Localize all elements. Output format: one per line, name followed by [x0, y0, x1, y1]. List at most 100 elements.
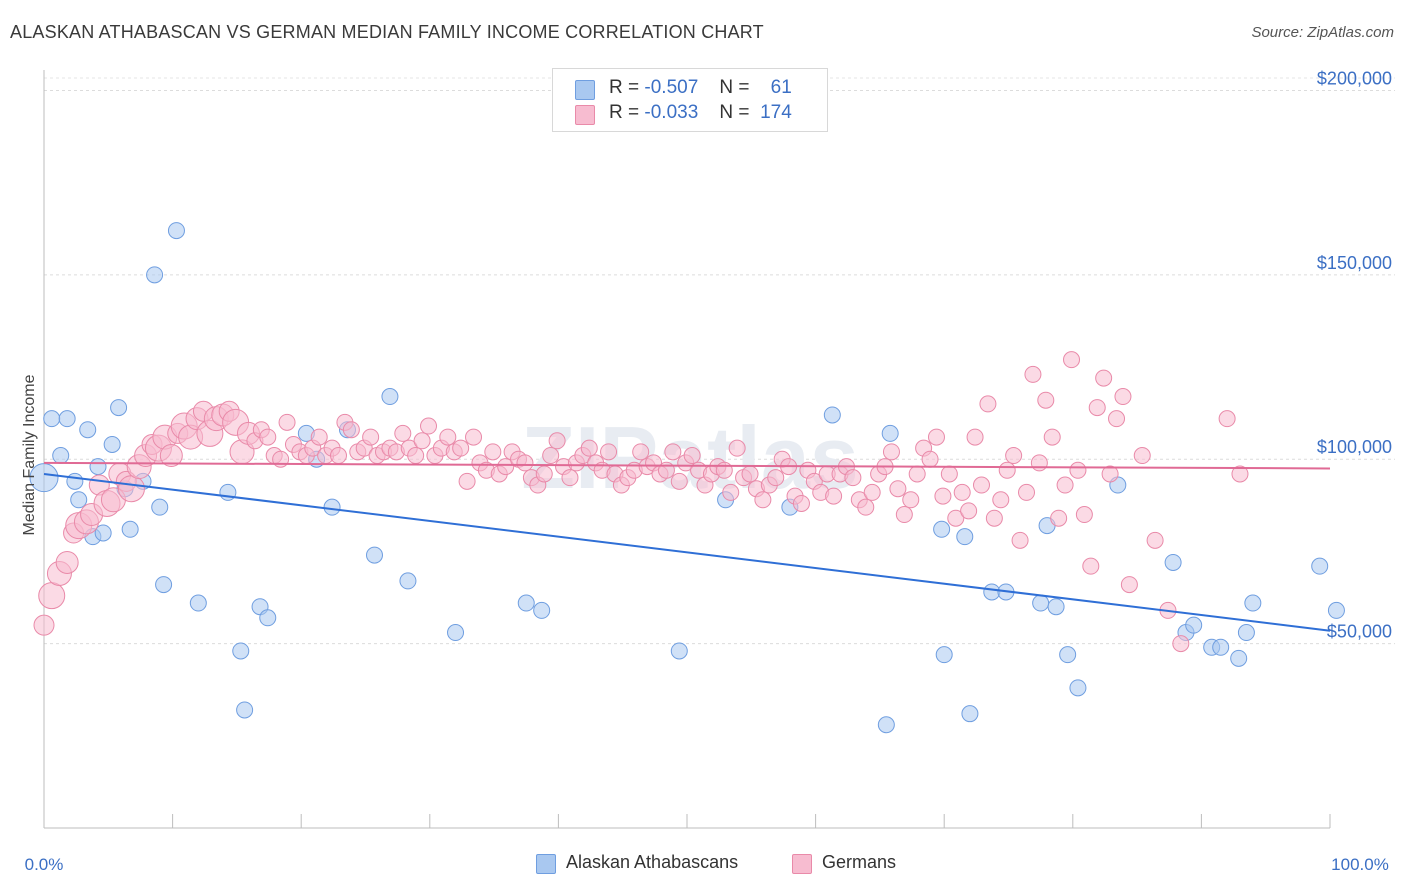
x-tick-label-end: 100.0% [1331, 855, 1389, 874]
data-point [407, 447, 425, 465]
data-point [342, 421, 360, 439]
data-point [754, 491, 772, 509]
data-point [823, 406, 841, 424]
data-point [664, 443, 682, 461]
data-point [1030, 454, 1048, 472]
data-point [535, 465, 553, 483]
data-point [167, 222, 185, 240]
x-tick-labels: 0.0% 100.0% [25, 855, 1389, 874]
data-point [94, 524, 112, 542]
data-point [972, 476, 990, 494]
data-point [399, 572, 417, 590]
data-point [1237, 624, 1255, 642]
data-point [484, 443, 502, 461]
n-value-germans: 174 [760, 102, 792, 123]
data-point [66, 472, 84, 490]
data-point [561, 469, 579, 487]
data-point [632, 443, 650, 461]
r-value-alaskan: -0.507 [644, 77, 699, 98]
data-point [465, 428, 483, 446]
data-point [715, 461, 733, 479]
data-point [1047, 598, 1065, 616]
data-point [741, 465, 759, 483]
data-point [1311, 557, 1329, 575]
data-point [953, 483, 971, 501]
data-point [1172, 635, 1190, 653]
series-layer [29, 222, 1345, 734]
chart-title: ALASKAN ATHABASCAN VS GERMAN MEDIAN FAMI… [10, 22, 764, 42]
data-point [767, 469, 785, 487]
data-point [381, 388, 399, 406]
data-point [1133, 447, 1151, 465]
data-point [863, 483, 881, 501]
data-point [278, 413, 296, 431]
legend-swatch-alaskan [575, 80, 595, 100]
data-point [1108, 410, 1126, 428]
trend-layer [43, 461, 1331, 632]
data-point [882, 443, 900, 461]
data-point [117, 475, 145, 503]
data-point [1218, 410, 1236, 428]
data-point [310, 428, 328, 446]
axes [43, 70, 1331, 829]
data-point [933, 520, 951, 538]
y-tick-label: $150,000 [1317, 253, 1392, 273]
data-point [921, 450, 939, 468]
data-point [1101, 465, 1119, 483]
data-point [927, 428, 945, 446]
data-point [1230, 649, 1248, 667]
data-point [259, 428, 277, 446]
data-point [458, 472, 476, 490]
data-point [992, 491, 1010, 509]
trend-line-germans [43, 461, 1331, 470]
data-point [1327, 601, 1345, 619]
data-point [600, 443, 618, 461]
data-point [1024, 365, 1042, 383]
data-point [1069, 461, 1087, 479]
data-point [151, 498, 169, 516]
bottom-swatch-germans [792, 854, 812, 874]
data-point [935, 646, 953, 664]
n-value-alaskan: 61 [770, 77, 792, 98]
chart-source: Source: ZipAtlas.com [1251, 24, 1394, 41]
data-point [439, 428, 457, 446]
data-point [1032, 594, 1050, 612]
data-point [985, 509, 1003, 527]
data-point [960, 502, 978, 520]
data-point [580, 439, 598, 457]
data-point [961, 705, 979, 723]
data-point [548, 432, 566, 450]
data-point [908, 465, 926, 483]
y-axis-label: Median Family Income [21, 374, 38, 535]
data-point [323, 498, 341, 516]
y-tick-label: $50,000 [1327, 622, 1392, 642]
data-point [1082, 557, 1100, 575]
data-point [155, 576, 173, 594]
data-point [1120, 576, 1138, 594]
data-point [881, 424, 899, 442]
r-value-germans: -0.033 [644, 102, 699, 123]
data-point [366, 546, 384, 564]
r-label: R = [609, 102, 640, 123]
legend-text-germans: R = -0.033 N = 174 [609, 102, 792, 124]
data-point [1011, 531, 1029, 549]
data-point [542, 447, 560, 465]
data-point [189, 594, 207, 612]
data-point [683, 447, 701, 465]
data-point [33, 614, 55, 636]
data-point [1059, 646, 1077, 664]
data-point [877, 716, 895, 734]
grid-lines [44, 77, 1395, 645]
data-point [1037, 391, 1055, 409]
data-point [1005, 447, 1023, 465]
data-point [55, 550, 79, 574]
bottom-label-alaskan: Alaskan Athabascans [566, 852, 739, 872]
data-point [1056, 476, 1074, 494]
data-point [1043, 428, 1061, 446]
data-point [1231, 465, 1249, 483]
data-point [121, 520, 139, 538]
n-label: N = [719, 77, 750, 98]
data-point [1164, 553, 1182, 571]
data-point [52, 447, 70, 465]
